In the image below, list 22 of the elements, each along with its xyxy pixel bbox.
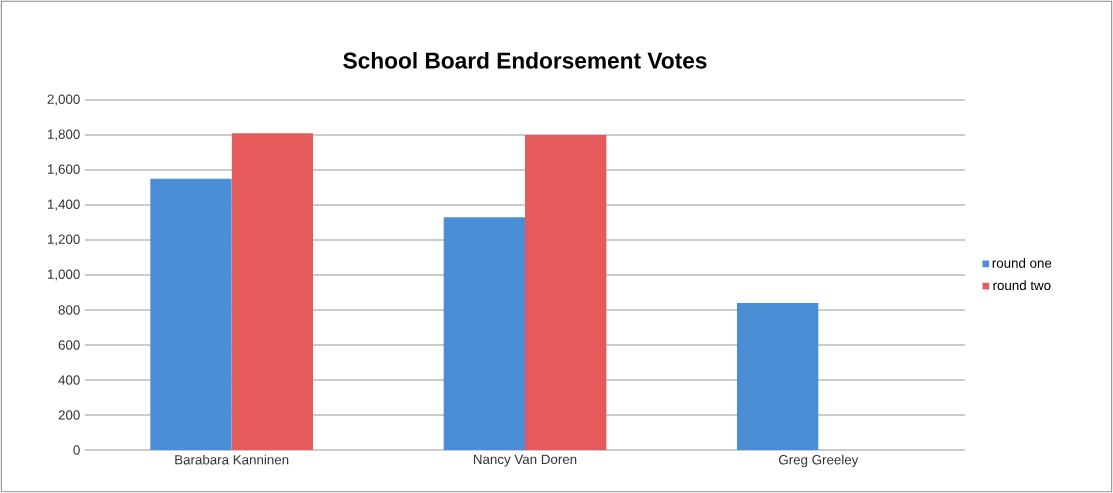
y-tick-label: 1,200 (47, 234, 80, 246)
y-tick-label: 600 (58, 340, 80, 350)
y-tick-label: 1,800 (47, 129, 80, 141)
bar (525, 135, 607, 450)
y-tick-label: 200 (58, 410, 80, 420)
legend-label: round one (992, 258, 1052, 268)
y-tick-label: 1,600 (47, 164, 80, 176)
bar (737, 303, 819, 450)
x-tick-label: Nancy Van Doren (473, 454, 577, 467)
y-tick-label: 1,000 (47, 269, 80, 281)
y-tick-label: 0 (73, 445, 80, 455)
bar (443, 217, 525, 450)
legend-label: round two (993, 280, 1051, 291)
y-tick-label: 800 (58, 305, 80, 315)
y-tick-label: 2,000 (47, 94, 80, 106)
y-tick-label: 1,400 (47, 199, 80, 211)
x-tick-label: Barabara Kanninen (175, 454, 289, 465)
chart-title: School Board Endorsement Votes (343, 51, 707, 69)
y-tick-label: 400 (58, 375, 80, 385)
x-tick-label: Greg Greeley (778, 454, 859, 468)
bar (150, 178, 232, 450)
bar (231, 133, 313, 450)
